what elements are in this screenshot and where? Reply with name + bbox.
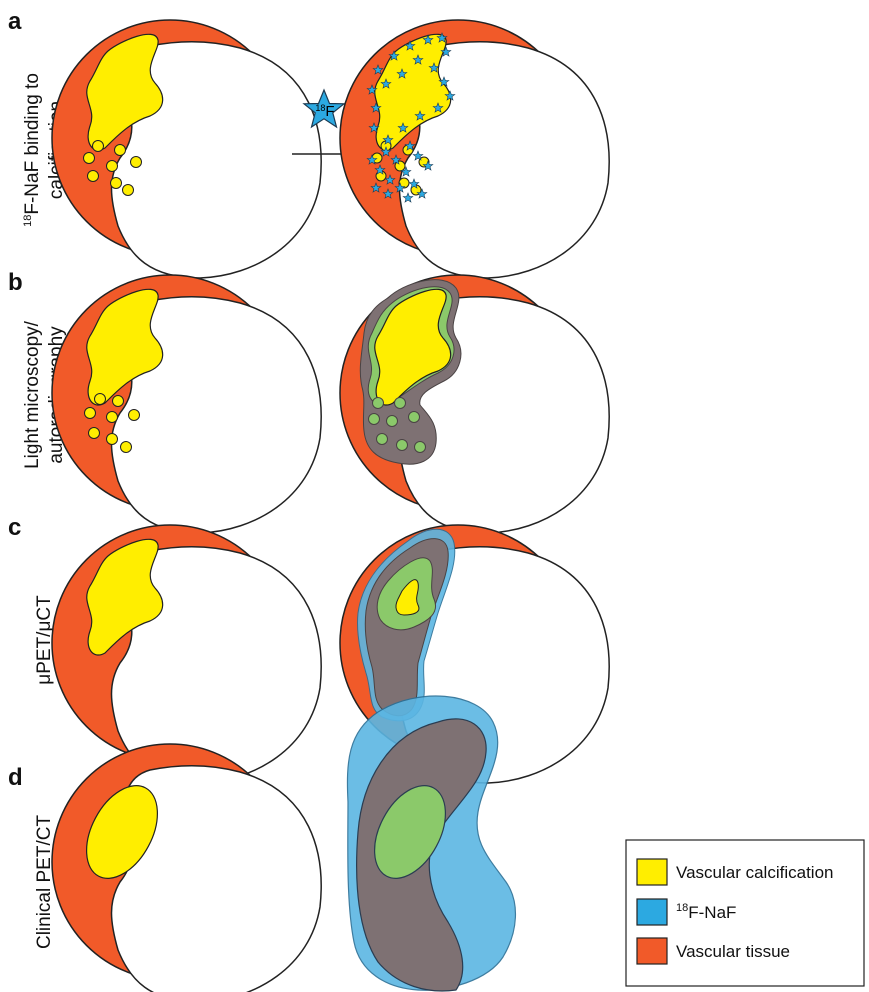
vessel-b-before — [51, 274, 322, 534]
blue-swatch-icon — [636, 898, 668, 926]
tracer-badge: 18F — [302, 88, 346, 129]
orange-swatch-icon — [636, 937, 668, 965]
vessel-a-after — [339, 19, 610, 279]
panel-letter-a: a — [8, 8, 22, 35]
vessel-d-before — [51, 743, 322, 992]
legend-label-naf: 18F-NaF — [676, 902, 736, 922]
legend-label-calcification: Vascular calcification — [676, 863, 833, 882]
vessel-b-after — [339, 274, 610, 534]
calcification-naf-overlap — [374, 785, 446, 879]
row-label-a: 18F-NaF binding to — [22, 73, 43, 227]
vessel-d-after — [346, 695, 516, 992]
panel-letter-c: c — [8, 514, 21, 541]
microcalcifications — [84, 393, 140, 453]
microcalcifications — [83, 140, 142, 196]
legend-label-tissue: Vascular tissue — [676, 942, 790, 961]
calcification — [86, 785, 158, 879]
vessel-a-before — [51, 19, 322, 279]
panel-letter-b: b — [8, 269, 23, 296]
panel-letter-d: d — [8, 764, 23, 791]
microcalcifications-overlap — [368, 397, 426, 453]
legend: Vascular calcification 18F-NaF Vascular … — [625, 839, 865, 987]
star-icon — [302, 88, 346, 129]
svg-text:18F: 18F — [315, 103, 334, 120]
row-label-c: μPET/μCT — [34, 595, 55, 685]
vessel-c-before — [51, 524, 322, 784]
calcification — [395, 579, 420, 616]
row-label-b: Light microscopy/ — [22, 320, 43, 469]
row-label-d: Clinical PET/CT — [34, 815, 55, 949]
yellow-swatch-icon — [636, 858, 668, 886]
